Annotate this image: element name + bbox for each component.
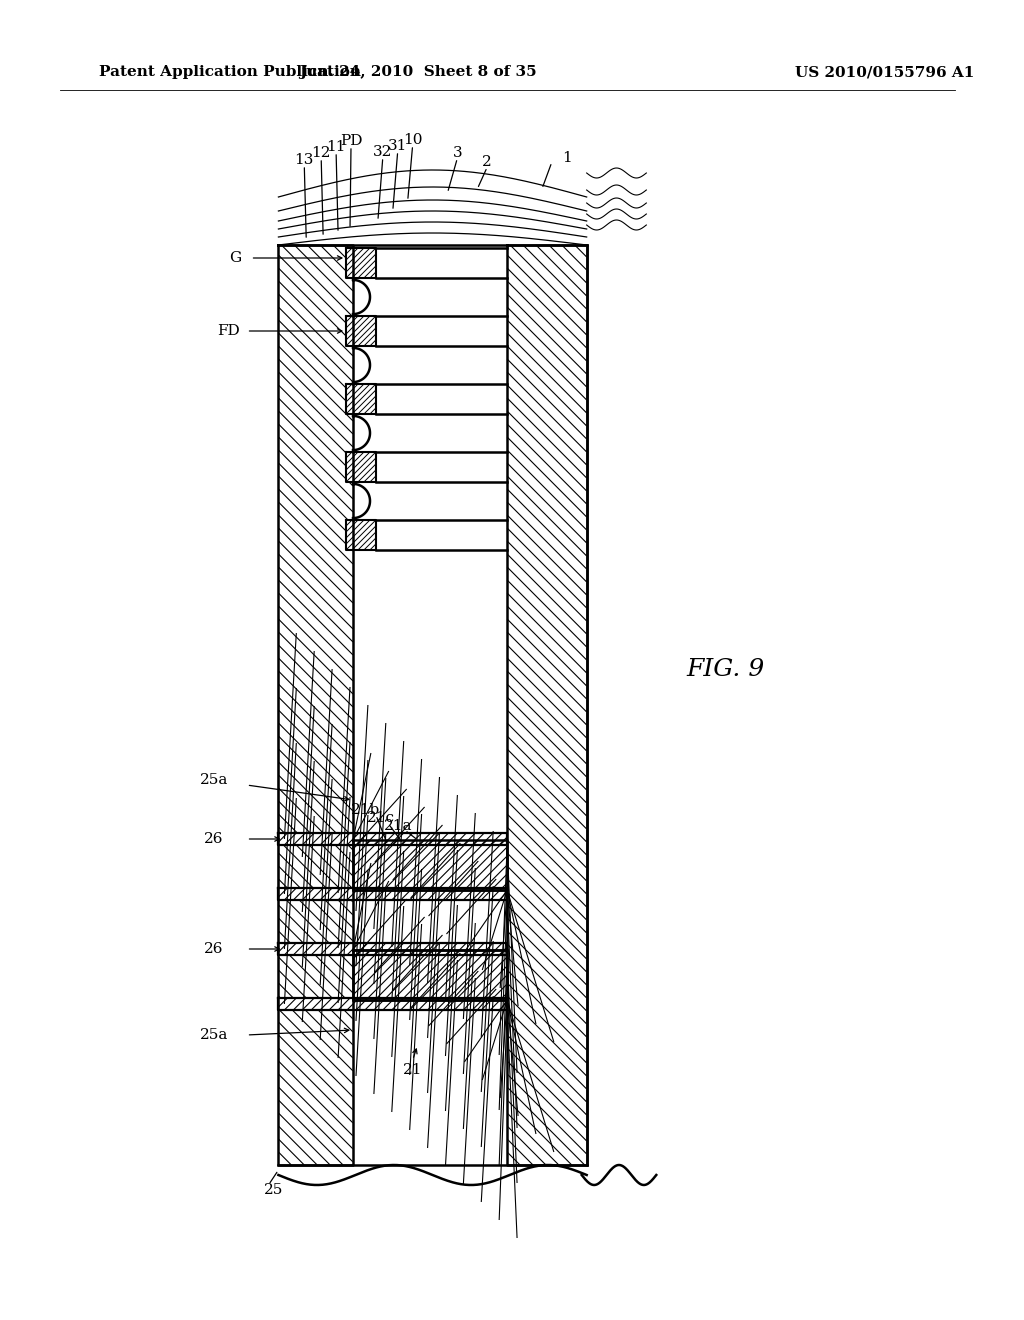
Text: Patent Application Publication: Patent Application Publication [99,65,361,79]
Text: 21b: 21b [351,803,381,817]
Text: 21c: 21c [367,810,395,825]
Text: 11: 11 [327,140,346,154]
Text: 12: 12 [311,147,331,160]
Text: 2: 2 [482,154,493,169]
Text: Jun. 24, 2010  Sheet 8 of 35: Jun. 24, 2010 Sheet 8 of 35 [299,65,537,79]
Polygon shape [346,248,376,279]
Text: 26: 26 [204,832,223,846]
Text: 25a: 25a [200,774,228,787]
Text: PD: PD [340,135,362,148]
Text: 1: 1 [562,150,571,165]
Text: FIG. 9: FIG. 9 [686,659,764,681]
Text: 10: 10 [402,133,423,147]
Text: 21: 21 [402,1063,423,1077]
Polygon shape [353,840,507,890]
Polygon shape [346,384,376,414]
Polygon shape [346,315,376,346]
Text: US 2010/0155796 A1: US 2010/0155796 A1 [796,65,975,79]
Text: 13: 13 [295,153,314,168]
Text: FD: FD [217,323,240,338]
Text: 32: 32 [373,145,392,158]
Polygon shape [279,888,507,900]
Polygon shape [279,833,507,845]
Polygon shape [507,246,587,1166]
Polygon shape [346,451,376,482]
Text: G: G [228,251,241,265]
Text: 3: 3 [453,147,462,160]
Polygon shape [353,246,507,1166]
Text: 25: 25 [263,1183,283,1197]
Text: 26: 26 [204,942,223,956]
Polygon shape [279,246,353,1166]
Text: 31: 31 [388,139,408,153]
Text: 25a: 25a [200,1028,228,1041]
Polygon shape [353,1001,507,1166]
Polygon shape [353,950,507,1001]
Text: 21a: 21a [384,818,412,833]
Polygon shape [353,890,507,950]
Polygon shape [346,520,376,550]
Polygon shape [279,942,507,954]
Polygon shape [279,998,507,1010]
